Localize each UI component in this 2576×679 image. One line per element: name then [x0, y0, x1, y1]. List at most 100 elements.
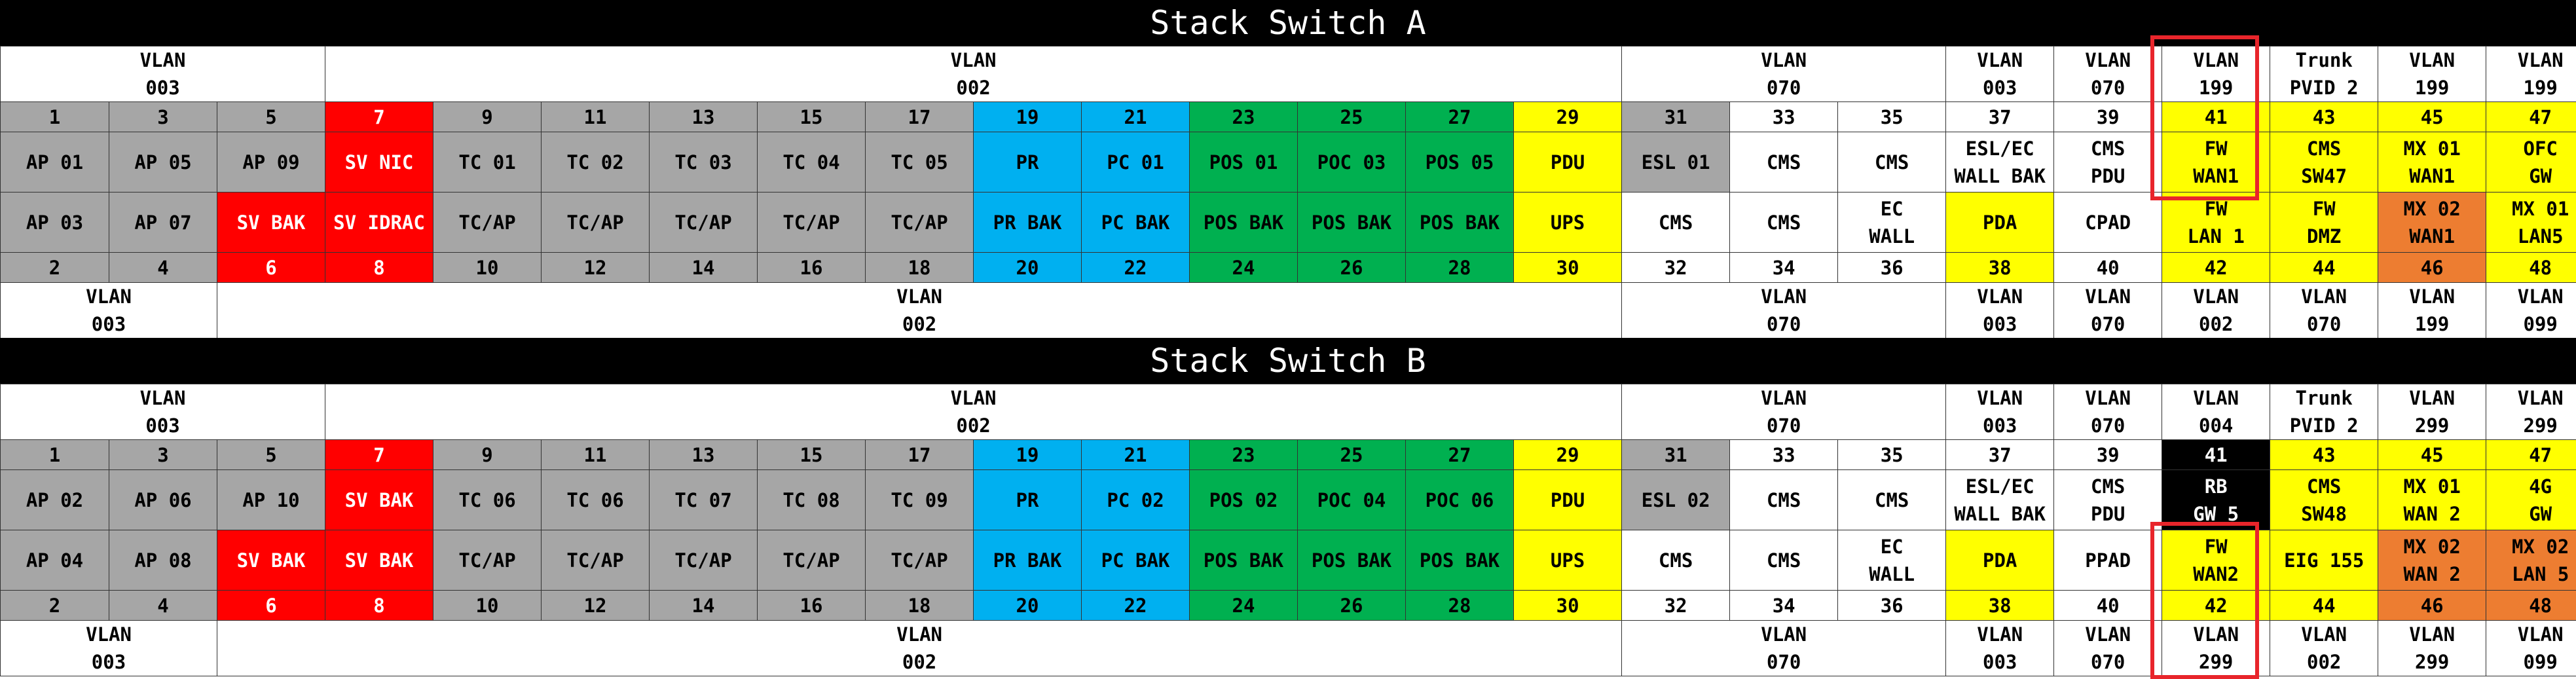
top-vlan-label: Trunk PVID 2 [2270, 384, 2379, 440]
port-device-label: CMS SW47 [2270, 132, 2379, 193]
port-number: 6 [216, 590, 326, 621]
port-number: 35 [1837, 439, 1947, 470]
port-number: 22 [1081, 252, 1190, 283]
port-device-label: PC 02 [1081, 469, 1190, 530]
top-vlan-label: VLAN 070 [1621, 384, 1947, 440]
port-number: 39 [2053, 439, 2163, 470]
port-device-label: POS 02 [1189, 469, 1298, 530]
port-device-label: PDA [1945, 192, 2055, 253]
port-number: 19 [973, 439, 1082, 470]
port-device-label: CMS [1621, 192, 1731, 253]
port-device-label: MX 02 WAN1 [2378, 192, 2487, 253]
port-device-label: AP 02 [0, 469, 109, 530]
port-number: 15 [757, 439, 866, 470]
port-device-label: AP 05 [109, 132, 217, 193]
port-device-label: TC/AP [649, 192, 758, 253]
port-number: 4 [109, 590, 217, 621]
port-number: 46 [2378, 590, 2487, 621]
bottom-vlan-label: VLAN 003 [1945, 620, 2055, 676]
top-vlan-label: VLAN 002 [325, 46, 1623, 102]
port-device-label: EC WALL [1837, 192, 1947, 253]
port-device-label: PR [973, 469, 1082, 530]
port-device-label: CMS [1837, 469, 1947, 530]
port-device-label: POS BAK [1297, 530, 1407, 591]
port-device-label: POS BAK [1405, 530, 1515, 591]
port-number: 40 [2053, 252, 2163, 283]
bottom-vlan-label: VLAN 003 [0, 282, 217, 339]
port-number: 27 [1405, 101, 1515, 132]
port-device-label: CMS [1729, 469, 1839, 530]
port-device-label: SV NIC [325, 132, 434, 193]
port-number: 8 [325, 252, 434, 283]
bottom-vlan-label: VLAN 003 [0, 620, 217, 676]
port-device-label: TC/AP [757, 192, 866, 253]
port-device-label: OFC GW [2486, 132, 2576, 193]
port-device-label: CMS [1729, 530, 1839, 591]
port-number: 21 [1081, 101, 1190, 132]
port-number: 6 [216, 252, 326, 283]
top-vlan-label: VLAN 003 [0, 384, 326, 440]
bottom-vlan-label: VLAN 070 [1621, 282, 1947, 339]
port-number: 30 [1513, 590, 1623, 621]
port-device-label: SV BAK [325, 469, 434, 530]
port-device-label: FW DMZ [2270, 192, 2379, 253]
bottom-vlan-label: VLAN 070 [2053, 282, 2163, 339]
port-device-label: AP 06 [109, 469, 217, 530]
port-device-label: TC 05 [865, 132, 974, 193]
port-number: 33 [1729, 101, 1839, 132]
port-number: 34 [1729, 252, 1839, 283]
port-number: 23 [1189, 439, 1298, 470]
top-vlan-label: VLAN 003 [1945, 384, 2055, 440]
port-device-label: CMS [1837, 132, 1947, 193]
port-number: 3 [109, 439, 217, 470]
port-device-label: TC/AP [757, 530, 866, 591]
port-device-label: POS BAK [1297, 192, 1407, 253]
port-number: 10 [433, 252, 542, 283]
port-device-label: PDA [1945, 530, 2055, 591]
port-number: 48 [2486, 590, 2576, 621]
port-device-label: TC/AP [649, 530, 758, 591]
port-device-label: CMS PDU [2053, 469, 2163, 530]
port-device-label: SV BAK [216, 192, 326, 253]
port-number: 28 [1405, 590, 1515, 621]
port-number: 5 [216, 101, 326, 132]
port-device-label: TC 01 [433, 132, 542, 193]
port-number: 22 [1081, 590, 1190, 621]
highlight-box-fw-wan1 [2150, 35, 2259, 200]
port-device-label: MX 02 WAN 2 [2378, 530, 2487, 591]
port-device-label: AP 08 [109, 530, 217, 591]
port-number: 42 [2162, 590, 2271, 621]
bottom-vlan-label: VLAN 002 [216, 282, 1623, 339]
port-device-label: PC BAK [1081, 530, 1190, 591]
port-number: 31 [1621, 101, 1731, 132]
port-number: 12 [541, 590, 650, 621]
top-vlan-label: VLAN 070 [1621, 46, 1947, 102]
port-device-label: TC 04 [757, 132, 866, 193]
port-number: 28 [1405, 252, 1515, 283]
port-number: 16 [757, 252, 866, 283]
port-device-label: CMS [1621, 530, 1731, 591]
port-number: 9 [433, 439, 542, 470]
port-number: 31 [1621, 439, 1731, 470]
bottom-vlan-label: VLAN 002 [2270, 620, 2379, 676]
port-number: 24 [1189, 590, 1298, 621]
port-number: 15 [757, 101, 866, 132]
port-number: 33 [1729, 439, 1839, 470]
top-vlan-label: VLAN 070 [2053, 384, 2163, 440]
switch-b-title-bar: Stack Switch B [0, 338, 2576, 384]
port-number: 20 [973, 252, 1082, 283]
port-device-label: POS BAK [1189, 530, 1298, 591]
port-device-label: TC/AP [541, 192, 650, 253]
port-number: 2 [0, 590, 109, 621]
port-device-label: SV IDRAC [325, 192, 434, 253]
port-number: 29 [1513, 439, 1623, 470]
port-device-label: PDU [1513, 469, 1623, 530]
port-number: 38 [1945, 590, 2055, 621]
port-device-label: PDU [1513, 132, 1623, 193]
port-device-label: AP 04 [0, 530, 109, 591]
port-number: 42 [2162, 252, 2271, 283]
port-number: 27 [1405, 439, 1515, 470]
port-device-label: AP 01 [0, 132, 109, 193]
port-device-label: AP 10 [216, 469, 326, 530]
port-number: 41 [2162, 101, 2271, 132]
